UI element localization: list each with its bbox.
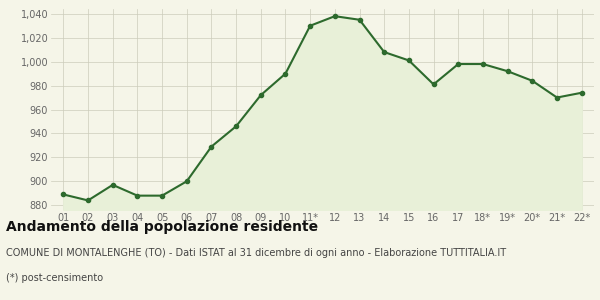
Text: COMUNE DI MONTALENGHE (TO) - Dati ISTAT al 31 dicembre di ogni anno - Elaborazio: COMUNE DI MONTALENGHE (TO) - Dati ISTAT … bbox=[6, 248, 506, 257]
Text: (*) post-censimento: (*) post-censimento bbox=[6, 273, 103, 283]
Text: Andamento della popolazione residente: Andamento della popolazione residente bbox=[6, 220, 318, 235]
